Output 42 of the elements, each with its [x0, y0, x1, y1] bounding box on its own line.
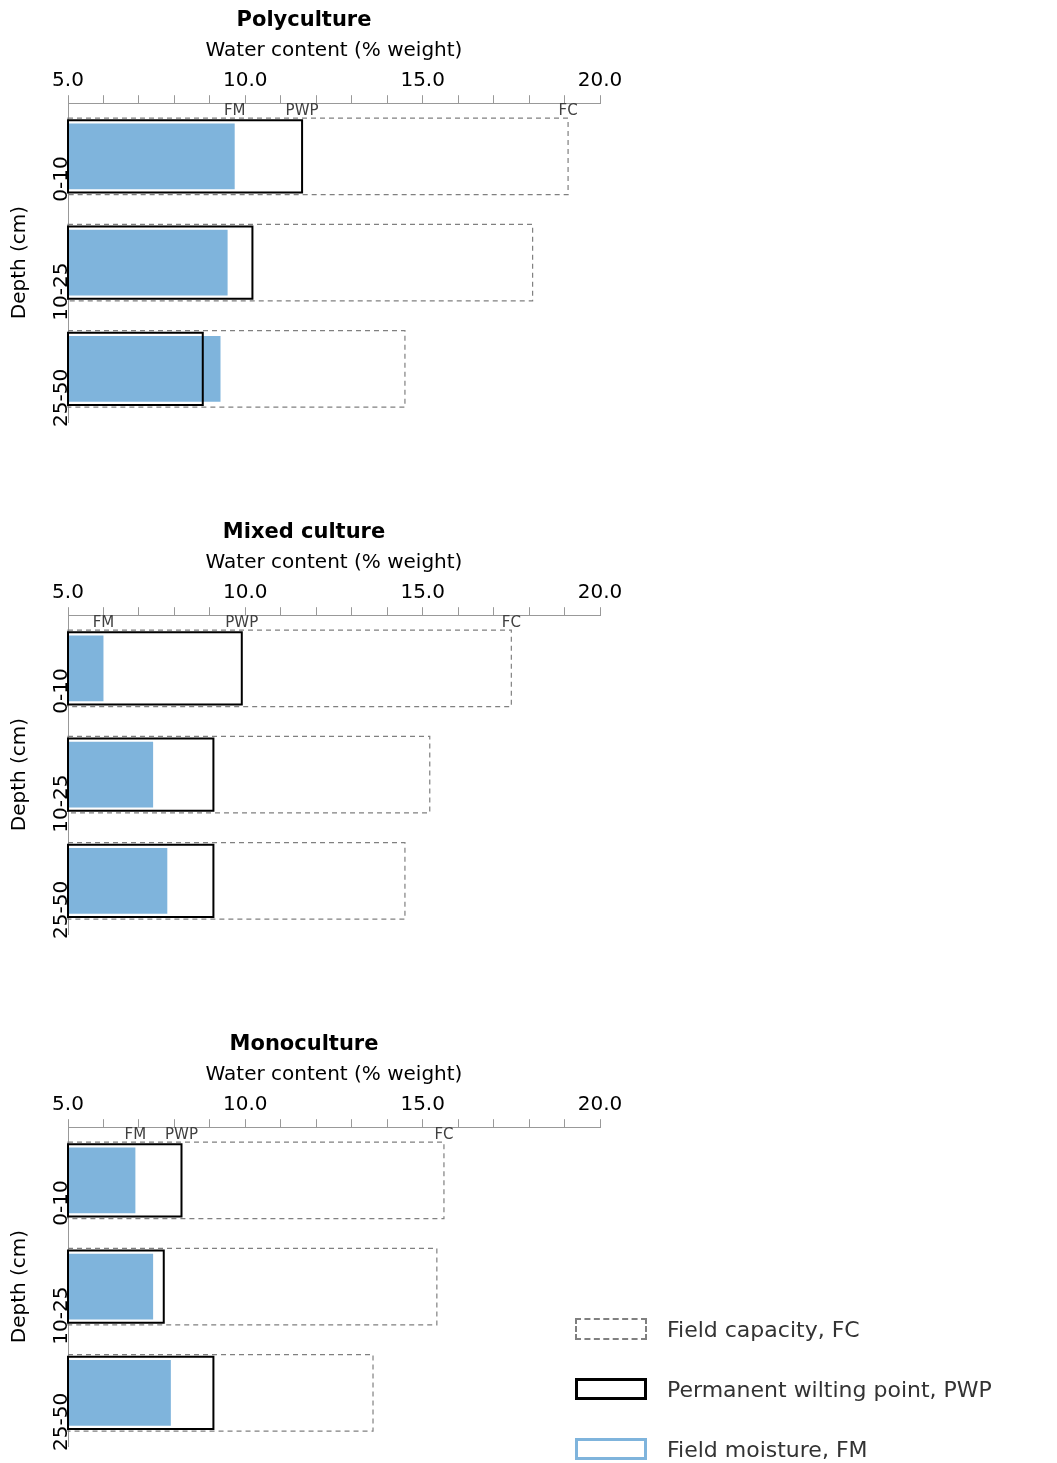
y-tick-label: 0-10 — [48, 1180, 73, 1226]
x-tick-label: 15.0 — [400, 579, 445, 604]
annotation: FC — [434, 1125, 454, 1144]
annotation: FC — [558, 101, 578, 120]
x-axis-title: Water content (% weight) — [205, 549, 463, 574]
chart-title: Monoculture — [229, 1031, 379, 1056]
y-tick-label: 10-25 — [48, 262, 73, 321]
x-tick-label: 20.0 — [577, 579, 623, 604]
y-tick-label: 25-50 — [48, 880, 73, 939]
chart-title: Mixed culture — [222, 519, 386, 544]
x-axis-title: Water content (% weight) — [205, 37, 463, 62]
x-axis-title: Water content (% weight) — [205, 1061, 463, 1086]
x-tick-label: 5.0 — [52, 67, 84, 92]
annotation: PWP — [165, 1125, 198, 1144]
annotation: PWP — [285, 101, 319, 120]
y-tick-label: 10-25 — [48, 1286, 73, 1345]
x-tick-label: 10.0 — [223, 579, 268, 604]
x-tick-label: 15.0 — [400, 1091, 445, 1116]
x-tick-label: 20.0 — [577, 1091, 623, 1116]
annotation: FM — [223, 101, 246, 120]
chart-title: Polyculture — [236, 7, 372, 32]
x-tick-label: 10.0 — [223, 67, 268, 92]
y-tick-label: 10-25 — [48, 774, 73, 833]
legend-label: Permanent wilting point, PWP — [667, 1376, 992, 1402]
legend-label: Field moisture, FM — [667, 1436, 868, 1462]
annotation: PWP — [225, 613, 259, 632]
y-axis-title: Depth (cm) — [6, 1229, 31, 1344]
annotation: FM — [92, 613, 115, 632]
y-tick-label: 25-50 — [48, 1392, 73, 1451]
y-tick-label: 25-50 — [48, 368, 73, 427]
annotation: FC — [501, 613, 521, 632]
x-tick-label: 10.0 — [223, 1091, 268, 1116]
y-axis-title: Depth (cm) — [6, 205, 31, 320]
y-tick-label: 0-10 — [48, 156, 73, 202]
y-tick-label: 0-10 — [48, 668, 73, 714]
x-tick-label: 5.0 — [52, 1091, 84, 1116]
legend-label: Field capacity, FC — [667, 1316, 860, 1342]
x-tick-label: 5.0 — [52, 579, 84, 604]
x-tick-label: 15.0 — [400, 67, 445, 92]
annotation: FM — [124, 1125, 147, 1144]
x-tick-label: 20.0 — [577, 67, 623, 92]
y-axis-title: Depth (cm) — [6, 717, 31, 832]
